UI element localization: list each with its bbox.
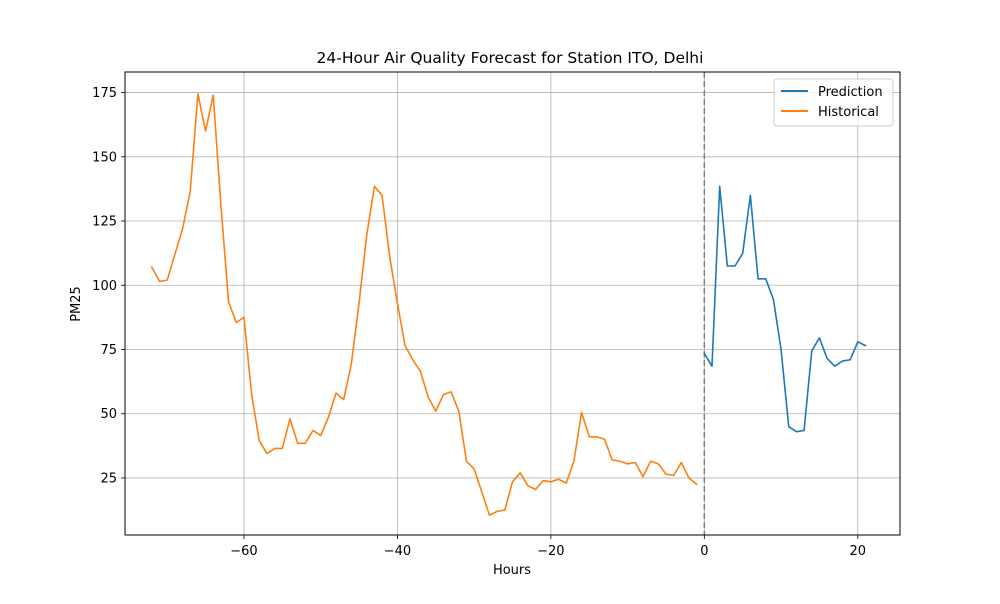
y-tick-label: 25	[100, 471, 117, 486]
x-tick-label: −60	[230, 544, 257, 559]
x-tick-label: −20	[537, 544, 564, 559]
x-tick-label: 0	[700, 544, 708, 559]
legend-label-historical: Historical	[818, 105, 879, 120]
y-tick-label: 75	[100, 343, 117, 358]
legend: Prediction Historical	[773, 78, 894, 127]
y-tick-label: 175	[92, 86, 117, 101]
y-tick-label: 125	[92, 215, 117, 230]
y-tick-label: 150	[92, 150, 117, 165]
series-layer	[150, 93, 867, 517]
series-line-prediction	[703, 185, 867, 433]
x-axis-label: Hours	[493, 563, 531, 578]
series-line-historical	[150, 93, 698, 517]
legend-label-prediction: Prediction	[818, 85, 883, 100]
plot-area-frame	[124, 71, 901, 536]
x-axis-ticks: −60 −40 −20 0 20	[230, 535, 866, 559]
y-axis-ticks: 25 50 75 100 125 150 175	[92, 86, 125, 486]
y-axis-label: PM25	[69, 286, 84, 322]
grid-lines	[125, 72, 900, 535]
x-tick-label: −40	[384, 544, 411, 559]
y-tick-label: 100	[92, 279, 117, 294]
y-tick-label: 50	[100, 407, 117, 422]
chart-title: 24-Hour Air Quality Forecast for Station…	[317, 49, 704, 67]
x-tick-label: 20	[850, 544, 867, 559]
